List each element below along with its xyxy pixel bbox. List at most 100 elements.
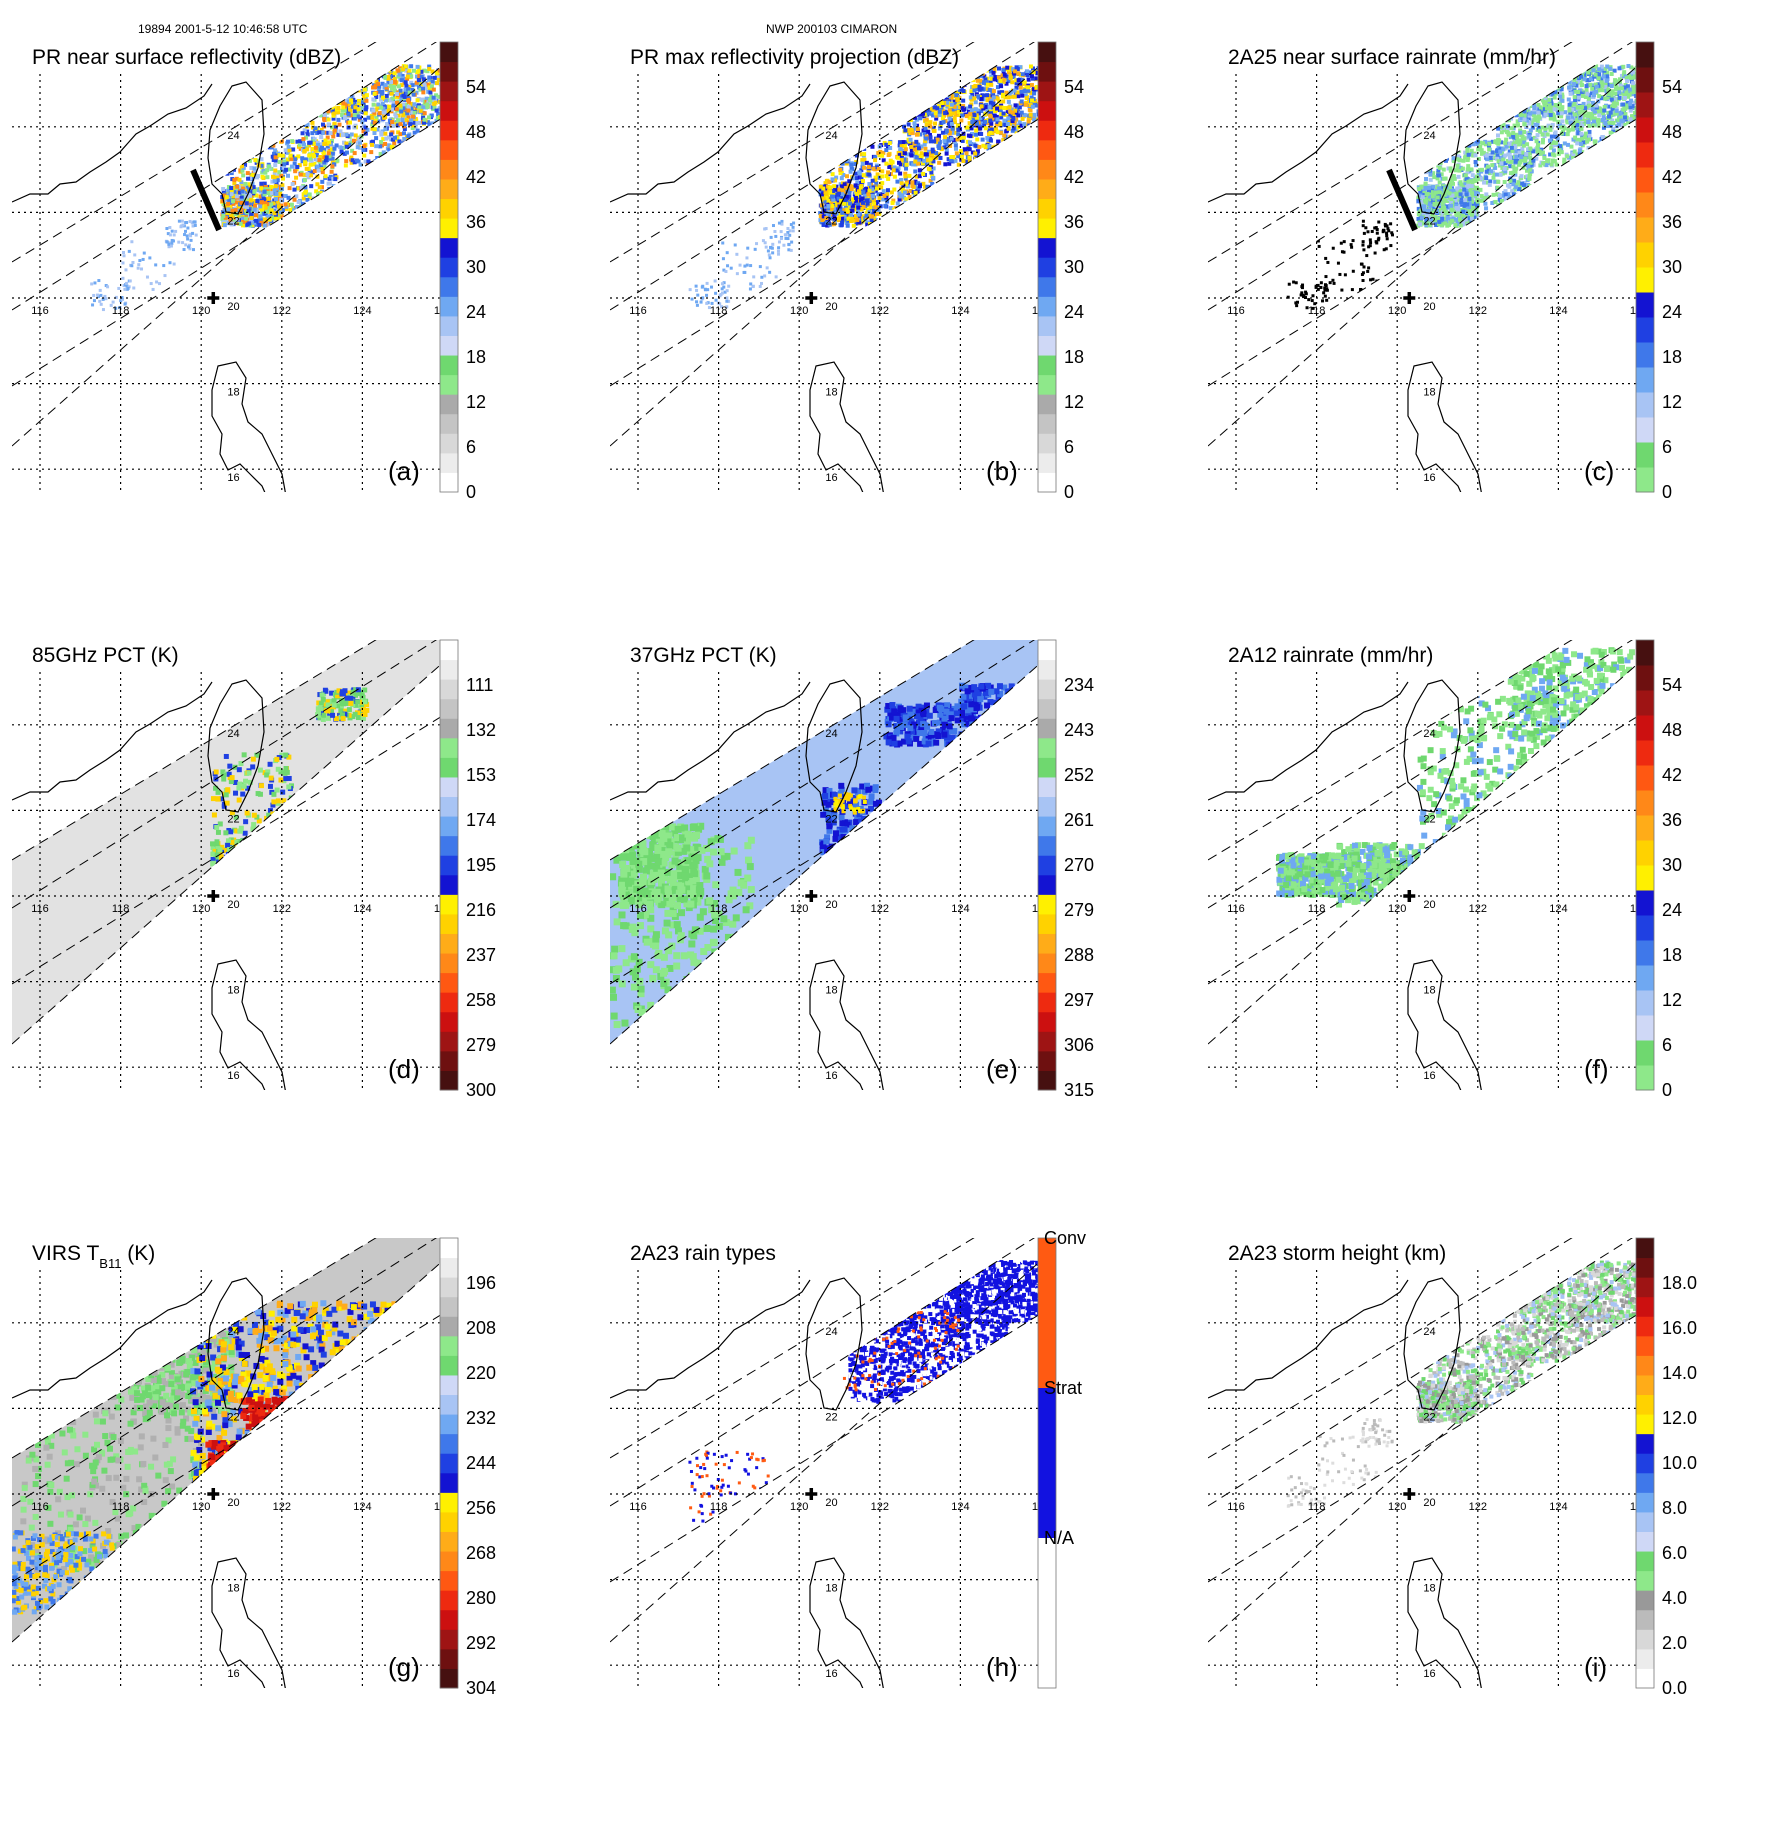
- panel-title: PR near surface reflectivity (dBZ): [32, 46, 341, 69]
- lat-tick-label: 22: [227, 813, 239, 825]
- lat-tick-label: 16: [227, 1668, 239, 1680]
- colorbar-tick-label: 208: [466, 1318, 496, 1338]
- colorbar-tick-label: 12: [1662, 990, 1682, 1010]
- lat-tick-label: 20: [825, 899, 837, 911]
- lat-tick-label: 16: [227, 1070, 239, 1082]
- colorbar-tick-label: 297: [1064, 990, 1094, 1010]
- panel-c: 1161181201221241262422201816145448423630…: [1196, 34, 1771, 632]
- colorbar-tick-label: 0.0: [1662, 1678, 1687, 1698]
- colorbar-tick-label: 18: [1662, 347, 1682, 367]
- colorbar-tick-label: 132: [466, 720, 496, 740]
- lat-tick-label: 18: [825, 985, 837, 997]
- lat-tick-label: 22: [825, 1411, 837, 1423]
- cross-section-line: [193, 170, 219, 230]
- lon-tick-label: 118: [710, 903, 728, 915]
- colorbar-tick-label: 268: [466, 1543, 496, 1563]
- lon-tick-label: 120: [790, 903, 808, 915]
- panel-title: PR max reflectivity projection (dBZ): [630, 46, 959, 69]
- lon-tick-label: 116: [1227, 903, 1245, 915]
- colorbar-tick-label: 6: [1662, 1035, 1672, 1055]
- lat-tick-label: 14: [227, 558, 239, 570]
- colorbar-tick-label: 12: [466, 392, 486, 412]
- lat-tick-label: 20: [227, 1497, 239, 1509]
- lon-tick-label: 116: [629, 305, 647, 317]
- panel-title: 2A12 rainrate (mm/hr): [1228, 644, 1433, 667]
- lat-tick-label: 18: [227, 1583, 239, 1595]
- colorbar-tick-label: 174: [466, 810, 496, 830]
- lat-tick-label: 20: [1423, 1497, 1435, 1509]
- colorbar-tick-label: 18: [1662, 945, 1682, 965]
- lat-tick-label: 16: [1423, 1070, 1435, 1082]
- storm-center-marker: [805, 1488, 817, 1500]
- lat-tick-label: 16: [825, 1668, 837, 1680]
- lat-tick-label: 18: [227, 387, 239, 399]
- colorbar-tick-label: 18.0: [1662, 1273, 1697, 1293]
- lon-tick-label: 122: [1469, 1501, 1487, 1513]
- luzon-outline: [212, 960, 286, 1110]
- lon-tick-label: 116: [629, 903, 647, 915]
- storm-center-marker: [207, 890, 219, 902]
- panel-b: 1161181201221241262422201816145448423630…: [598, 34, 1188, 632]
- lon-tick-label: 122: [1469, 305, 1487, 317]
- lat-tick-label: 14: [1423, 1754, 1435, 1766]
- china-coastline: [1208, 1280, 1408, 1398]
- lon-tick-label: 122: [273, 1501, 291, 1513]
- panel-label: (b): [986, 456, 1018, 486]
- lat-tick-label: 22: [825, 813, 837, 825]
- lat-tick-label: 22: [227, 215, 239, 227]
- lon-tick-label: 118: [112, 305, 130, 317]
- colorbar-tick-label: 256: [466, 1498, 496, 1518]
- luzon-outline: [1408, 362, 1482, 512]
- storm-center-marker: [1403, 890, 1415, 902]
- luzon-outline: [212, 362, 286, 512]
- china-coastline: [12, 84, 212, 202]
- panel-i: 11611812012212412624222018161418.016.014…: [1196, 1230, 1771, 1828]
- colorbar-tick-label: 36: [1662, 212, 1682, 232]
- lon-tick-label: 124: [353, 305, 371, 317]
- lat-tick-label: 24: [227, 728, 239, 740]
- colorbar-tick-label: 280: [466, 1588, 496, 1608]
- panel-title: 2A25 near surface rainrate (mm/hr): [1228, 46, 1556, 69]
- colorbar-tick-label: 8.0: [1662, 1498, 1687, 1518]
- lon-tick-label: 120: [1388, 305, 1406, 317]
- colorbar-tick-label: 6: [1662, 437, 1672, 457]
- colorbar-tick-label: 30: [1662, 257, 1682, 277]
- lon-tick-label: 116: [31, 903, 49, 915]
- colorbar-tick-label: 18: [1064, 347, 1084, 367]
- colorbar-tick-label: 24: [1662, 302, 1682, 322]
- lat-tick-label: 18: [1423, 387, 1435, 399]
- lat-tick-label: 16: [227, 472, 239, 484]
- colorbar-tick-label: 300: [466, 1080, 496, 1100]
- colorbar-tick-label: 18: [466, 347, 486, 367]
- lat-tick-label: 22: [1423, 1411, 1435, 1423]
- lat-tick-label: 22: [1423, 215, 1435, 227]
- lat-tick-label: 20: [227, 301, 239, 313]
- lat-tick-label: 14: [825, 1754, 837, 1766]
- panel-label: (d): [388, 1054, 420, 1084]
- lon-tick-label: 118: [710, 1501, 728, 1513]
- colorbar-tick-label: 54: [466, 77, 486, 97]
- lon-tick-label: 116: [31, 305, 49, 317]
- panel-h: 116118120122124126242220181614ConvStratN…: [598, 1230, 1188, 1828]
- lat-tick-label: 24: [227, 130, 239, 142]
- colorbar-tick-label: 4.0: [1662, 1588, 1687, 1608]
- lon-tick-label: 124: [353, 1501, 371, 1513]
- china-coastline: [610, 1280, 810, 1398]
- colorbar-tick-label: 292: [466, 1633, 496, 1653]
- colorbar-tick-label: 24: [1064, 302, 1084, 322]
- lon-tick-label: 120: [790, 1501, 808, 1513]
- colorbar-tick-label: 270: [1064, 855, 1094, 875]
- colorbar-tick-label: 216: [466, 900, 496, 920]
- lon-tick-label: 124: [951, 903, 969, 915]
- lon-tick-label: 116: [1227, 1501, 1245, 1513]
- lat-tick-label: 14: [227, 1754, 239, 1766]
- lon-tick-label: 122: [871, 305, 889, 317]
- lat-tick-label: 24: [825, 130, 837, 142]
- colorbar-tick-label: 244: [466, 1453, 496, 1473]
- colorbar-tick-label: 6: [1064, 437, 1074, 457]
- lon-tick-label: 120: [790, 305, 808, 317]
